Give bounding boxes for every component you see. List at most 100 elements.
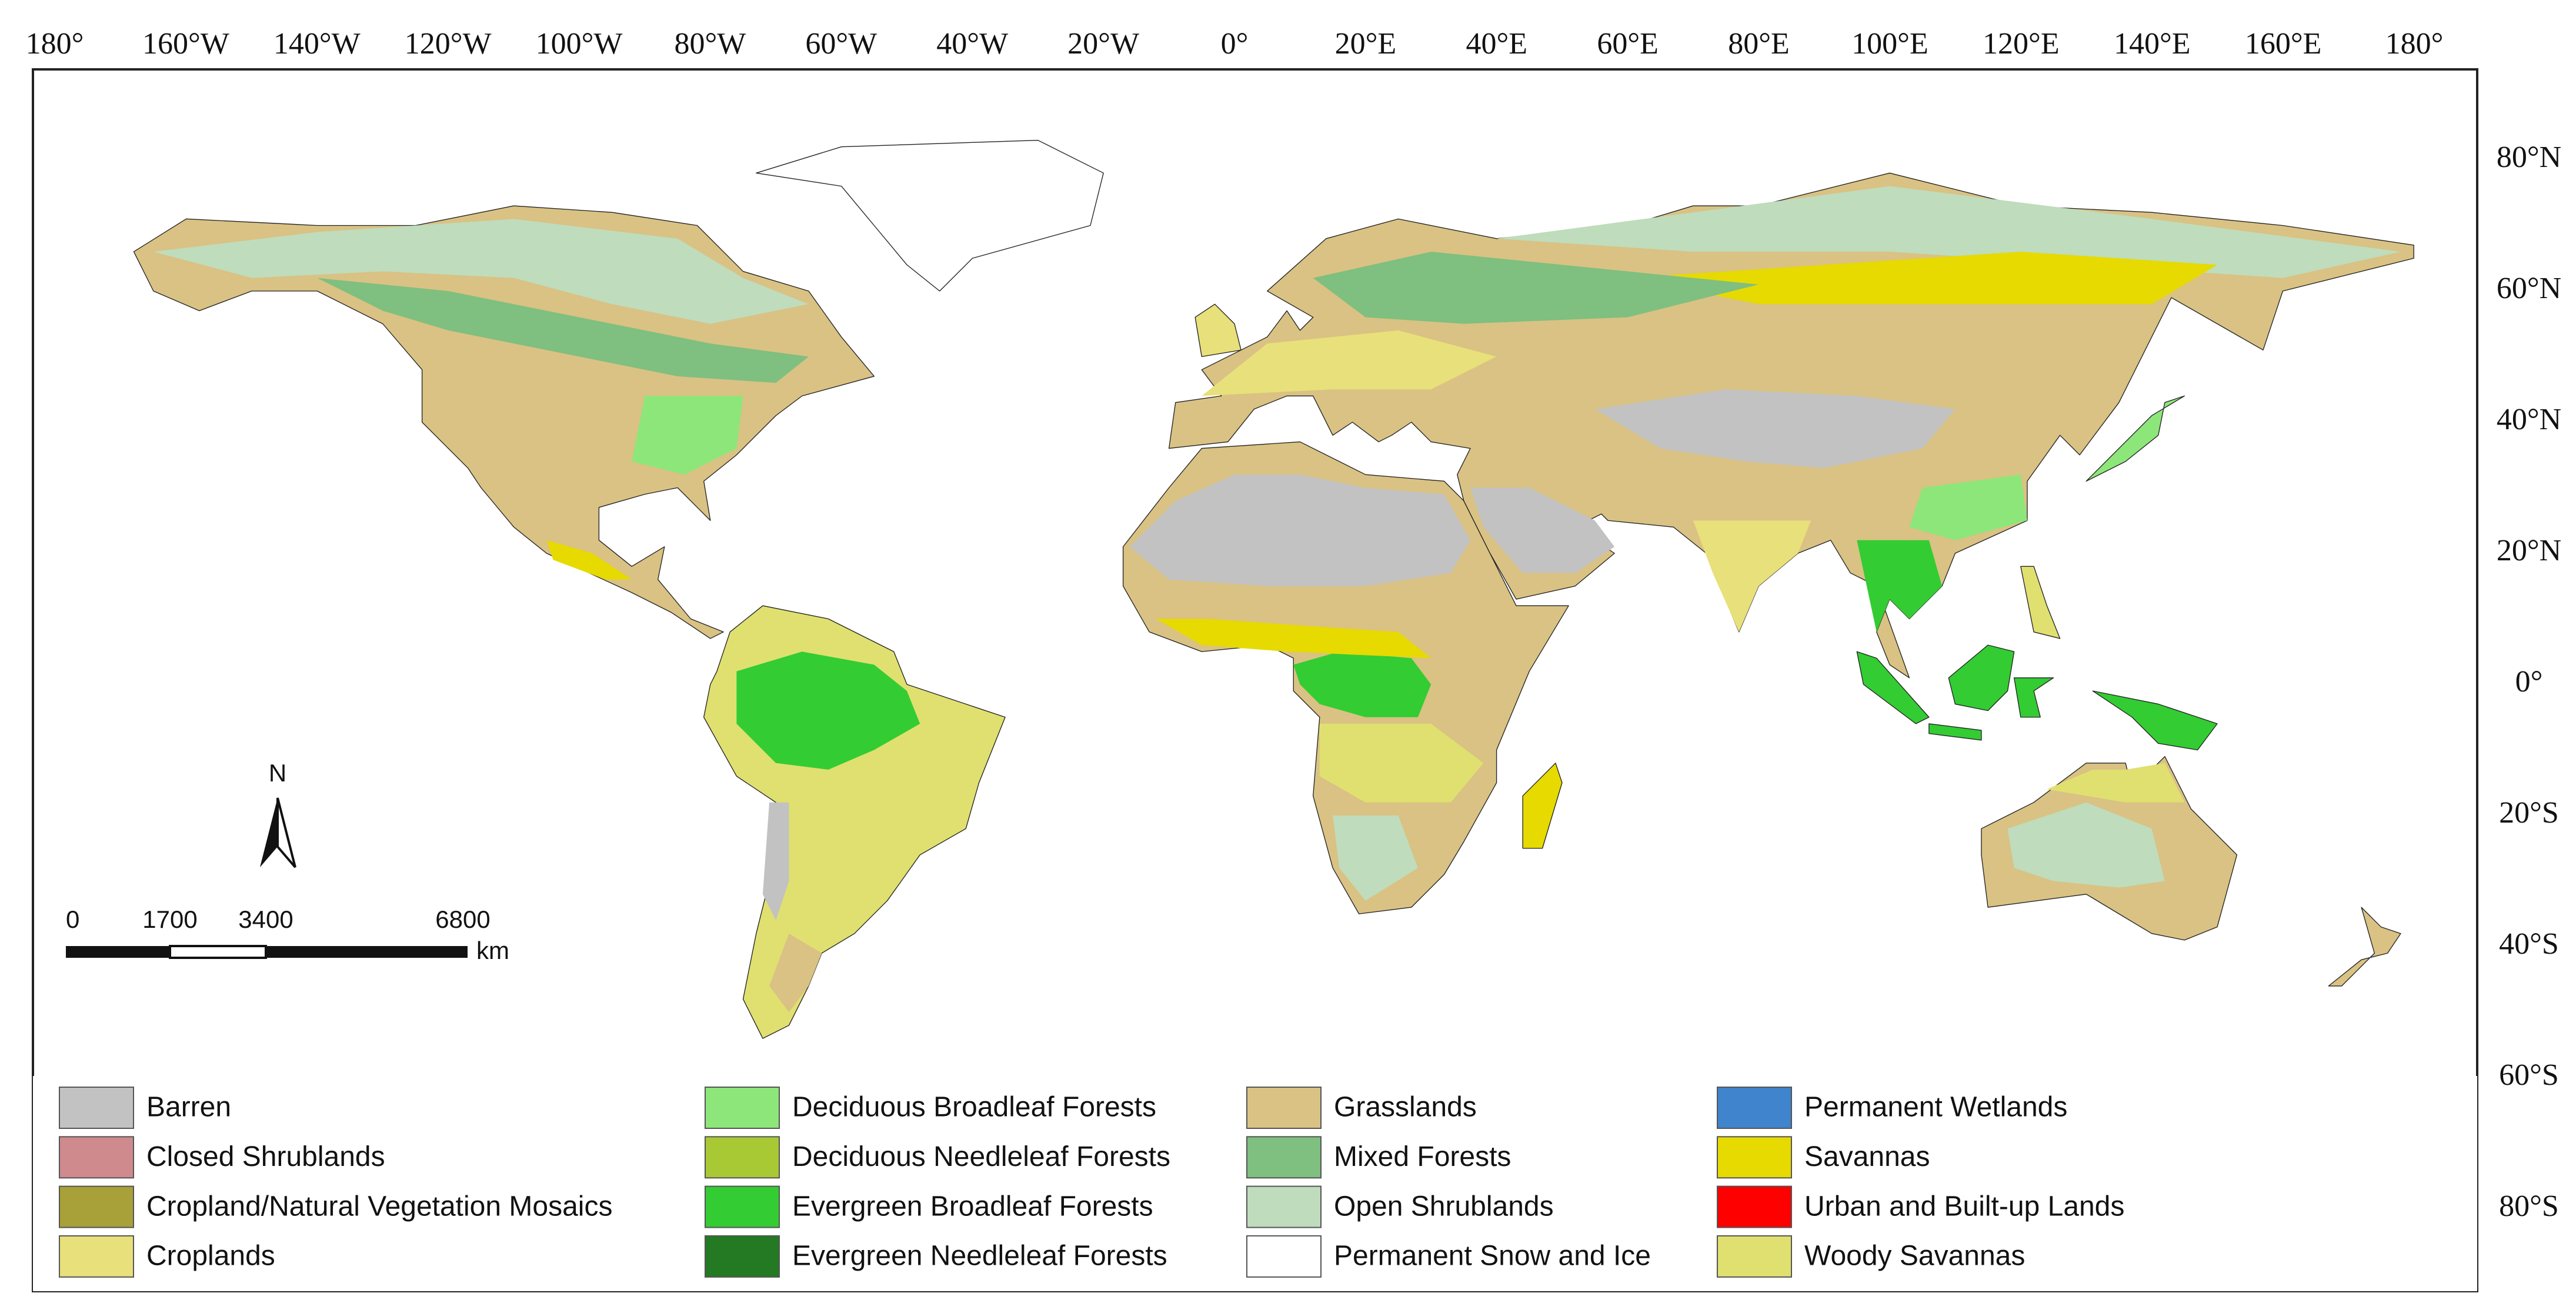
gobi-tibet: [1594, 389, 1956, 469]
lon-label: 160°E: [2245, 27, 2322, 61]
legend-label: Deciduous Needleleaf Forests: [792, 1141, 1170, 1172]
scale-seg: [169, 945, 267, 959]
lon-label: 140°W: [273, 27, 361, 61]
legend-label: Cropland/Natural Vegetation Mosaics: [146, 1191, 612, 1222]
borneo: [1948, 644, 2015, 711]
lon-label: 100°W: [536, 27, 623, 61]
legend-swatch: [1717, 1136, 1792, 1179]
boreal-na: [317, 278, 809, 383]
lon-label: 160°W: [142, 27, 229, 61]
lon-label: 120°E: [1983, 27, 2060, 61]
tundra-na: [153, 219, 809, 324]
uk: [1194, 303, 1242, 357]
aus-shrub: [2007, 802, 2165, 888]
land-layer: [133, 139, 2414, 1039]
mexico-sav: [546, 540, 632, 580]
sumatra: [1856, 651, 1930, 724]
china-east: [1909, 474, 2027, 540]
amazon: [736, 651, 920, 770]
scale-label: 1700: [142, 905, 197, 933]
scale-seg: [266, 946, 468, 958]
arrow-left: [260, 798, 278, 867]
legend-label: Permanent Wetlands: [1804, 1092, 2067, 1123]
lon-label: 20°E: [1335, 27, 1397, 61]
philippines: [2020, 566, 2061, 639]
lon-label: 180°: [26, 27, 84, 61]
aus-north: [2047, 763, 2185, 803]
legend-swatch: [59, 1235, 134, 1278]
lon-label: 180°: [2385, 27, 2444, 61]
madagascar: [1522, 763, 1563, 849]
japan: [2086, 395, 2185, 482]
legend-swatch: [1717, 1235, 1792, 1278]
lon-label: 80°W: [675, 27, 746, 61]
siberia-tundra: [1496, 186, 2401, 278]
lon-label: 40°E: [1466, 27, 1527, 61]
lon-label: 120°W: [405, 27, 492, 61]
legend-swatch: [1246, 1087, 1322, 1129]
legend-label: Grasslands: [1334, 1092, 1477, 1123]
greenland: [756, 139, 1104, 292]
euro-forest: [1313, 252, 1759, 324]
java: [1928, 723, 1982, 741]
legend-swatch: [59, 1087, 134, 1129]
lat-label: 60°N: [2497, 272, 2561, 305]
new-guinea: [2092, 690, 2218, 751]
legend-label: Permanent Snow and Ice: [1334, 1241, 1651, 1272]
legend-swatch: [1717, 1087, 1792, 1129]
india: [1693, 520, 1811, 632]
kalahari: [1333, 816, 1418, 901]
legend-swatch: [1246, 1136, 1322, 1179]
legend-swatch: [705, 1235, 780, 1278]
legend-label: Croplands: [146, 1241, 275, 1272]
legend-label: Barren: [146, 1092, 231, 1123]
sulawesi: [2013, 677, 2054, 718]
arabia-desert: [1470, 487, 1615, 573]
legend-label: Evergreen Needleleaf Forests: [792, 1241, 1167, 1272]
lon-label: 60°W: [805, 27, 877, 61]
legend-swatch: [1717, 1185, 1792, 1228]
euro-crop: [1202, 330, 1497, 396]
miombo: [1319, 723, 1484, 803]
lon-label: 20°W: [1067, 27, 1139, 61]
lon-label: 80°E: [1728, 27, 1790, 61]
lat-label: 40°N: [2497, 403, 2561, 436]
legend-label: Open Shrublands: [1334, 1191, 1554, 1222]
legend-swatch: [59, 1185, 134, 1228]
sahel-south: [1156, 619, 1432, 659]
atacama: [762, 802, 789, 921]
legend-label: Evergreen Broadleaf Forests: [792, 1191, 1153, 1222]
north-label: N: [269, 759, 286, 787]
lat-label: 0°: [2515, 665, 2543, 699]
lat-label: 80°S: [2499, 1189, 2559, 1223]
legend-swatch: [705, 1136, 780, 1179]
legend-label: Mixed Forests: [1334, 1141, 1511, 1172]
legend-label: Closed Shrublands: [146, 1141, 385, 1172]
lat-label: 60°S: [2499, 1058, 2559, 1092]
lon-label: 60°E: [1597, 27, 1659, 61]
legend-swatch: [59, 1136, 134, 1179]
scale-seg: [66, 946, 170, 958]
se-asia: [1857, 540, 1943, 632]
sahara: [1129, 474, 1471, 586]
arrow-right: [276, 797, 296, 868]
lon-label: 140°E: [2114, 27, 2191, 61]
lat-label: 40°S: [2499, 927, 2559, 961]
patagonia: [769, 933, 822, 1012]
legend-swatch: [1246, 1235, 1322, 1278]
scale-label: 0: [66, 905, 79, 933]
north-arrow: N: [260, 759, 296, 868]
lat-label: 20°S: [2499, 796, 2559, 830]
siberia-sav: [1627, 252, 2217, 305]
lon-label: 0°: [1221, 27, 1249, 61]
lat-label: 20°N: [2497, 534, 2561, 567]
east-us: [632, 396, 743, 475]
legend-swatch: [1246, 1185, 1322, 1228]
lon-label: 40°W: [936, 27, 1008, 61]
congo: [1293, 651, 1432, 717]
legend-swatch: [705, 1185, 780, 1228]
legend-swatch: [705, 1087, 780, 1129]
scale-unit: km: [476, 937, 509, 964]
legend-label: Woody Savannas: [1804, 1241, 2025, 1272]
